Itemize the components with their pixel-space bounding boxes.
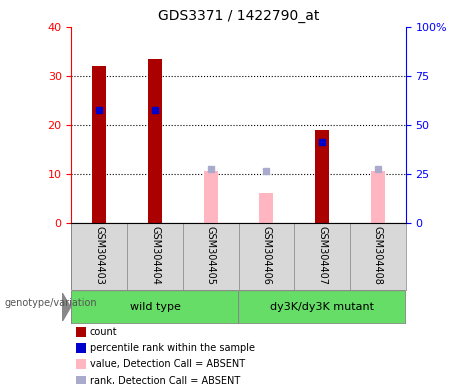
Text: dy3K/dy3K mutant: dy3K/dy3K mutant xyxy=(270,302,374,312)
Bar xyxy=(92,66,106,223)
Bar xyxy=(204,171,218,223)
Text: GSM304407: GSM304407 xyxy=(317,226,327,285)
Text: GSM304406: GSM304406 xyxy=(261,226,272,285)
Bar xyxy=(260,194,273,223)
FancyBboxPatch shape xyxy=(71,291,238,324)
Text: rank, Detection Call = ABSENT: rank, Detection Call = ABSENT xyxy=(90,376,240,384)
Text: percentile rank within the sample: percentile rank within the sample xyxy=(90,343,255,353)
Bar xyxy=(371,171,385,223)
Text: count: count xyxy=(90,327,118,337)
Bar xyxy=(315,130,329,223)
Text: GSM304408: GSM304408 xyxy=(373,226,383,285)
Text: GSM304403: GSM304403 xyxy=(95,226,104,285)
Title: GDS3371 / 1422790_at: GDS3371 / 1422790_at xyxy=(158,9,319,23)
FancyBboxPatch shape xyxy=(238,291,406,324)
Text: value, Detection Call = ABSENT: value, Detection Call = ABSENT xyxy=(90,359,245,369)
Text: genotype/variation: genotype/variation xyxy=(5,298,97,308)
Text: GSM304404: GSM304404 xyxy=(150,226,160,285)
Polygon shape xyxy=(62,293,71,321)
Bar xyxy=(148,59,162,223)
Text: wild type: wild type xyxy=(130,302,180,312)
Text: GSM304405: GSM304405 xyxy=(206,226,216,285)
